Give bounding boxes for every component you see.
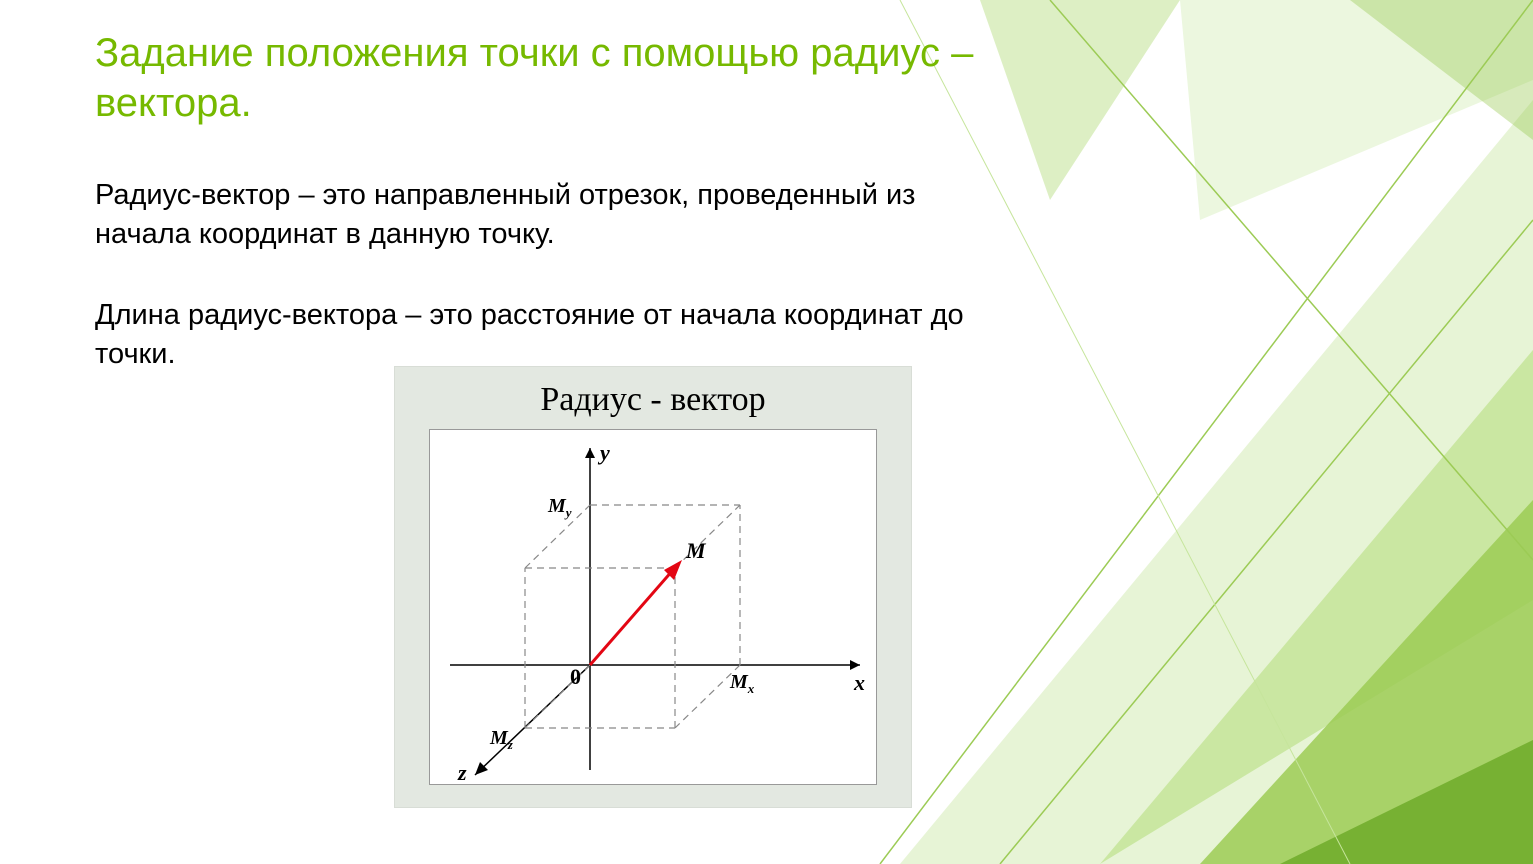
slide-title: Задание положения точки с помощью радиус… [95,28,995,128]
svg-text:Mz: Mz [489,727,514,752]
svg-text:y: y [597,440,610,465]
svg-text:M: M [685,538,707,563]
content-area: Задание положения точки с помощью радиус… [95,28,995,375]
svg-text:0: 0 [570,664,581,689]
svg-text:x: x [853,670,865,695]
diagram-canvas: 0 x y z M Mx My Mz [429,429,877,785]
slide: Задание положения точки с помощью радиус… [0,0,1533,864]
svg-text:z: z [457,760,467,784]
svg-text:Mx: Mx [729,671,755,696]
svg-text:My: My [547,495,572,520]
diagram-title: Радиус - вектор [395,381,911,419]
diagram-panel: Радиус - вектор [394,366,912,808]
paragraph-definition: Радиус-вектор – это направленный отрезок… [95,176,995,254]
radius-vector-figure: 0 x y z M Mx My Mz [430,430,876,784]
paragraph-length: Длина радиус-вектора – это расстояние от… [95,296,995,374]
